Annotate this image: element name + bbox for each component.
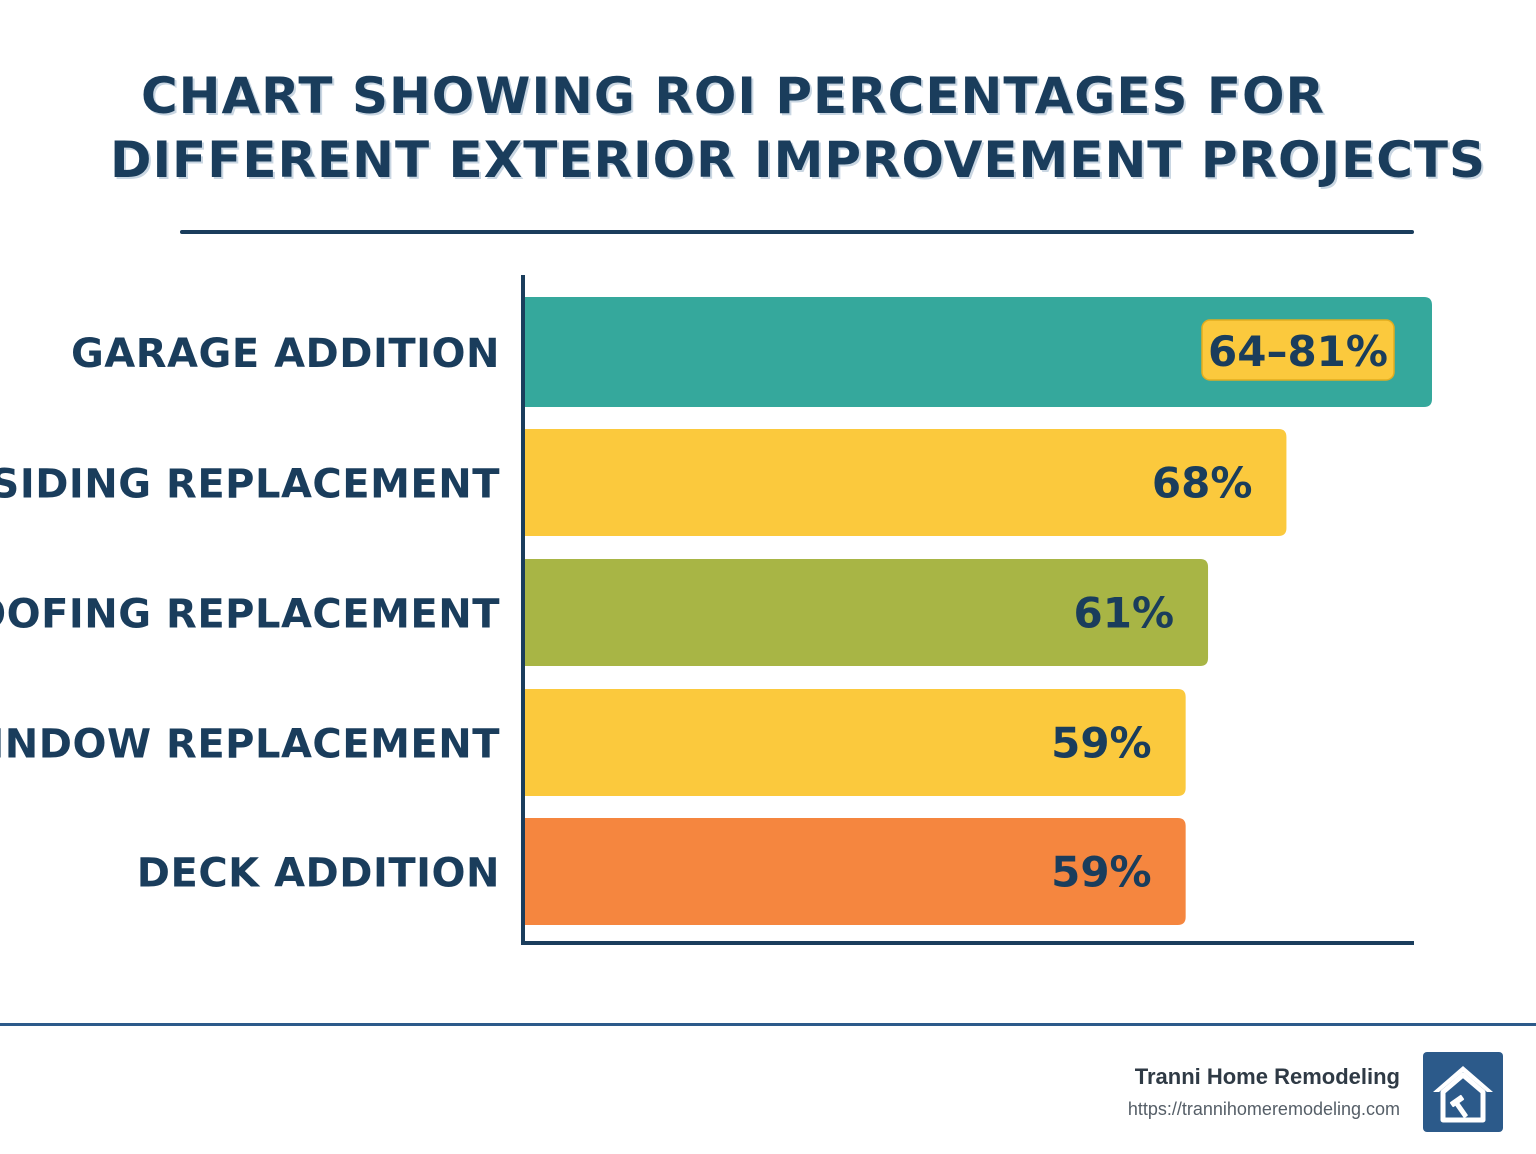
chart-title: CHART SHOWING ROI PERCENTAGES FOR DIFFER… (0, 64, 1536, 192)
bar-siding-replacement (525, 429, 1287, 536)
category-label-deck-addition: DECK ADDITION (137, 851, 500, 897)
category-label-roofing-replacement: ROOFING REPLACEMENT (0, 592, 500, 638)
category-label-siding-replacement: SIDING REPLACEMENT (0, 462, 500, 508)
value-label-deck-addition: 59% (1051, 848, 1152, 897)
chart-title-line-2: DIFFERENT EXTERIOR IMPROVEMENT PROJECTS (109, 131, 1487, 189)
brand-name: Tranni Home Remodeling (1134, 1064, 1400, 1089)
value-label-window-replacement: 59% (1051, 719, 1152, 768)
bar-window-replacement (525, 689, 1186, 796)
bar-roofing-replacement (525, 559, 1209, 666)
value-label-siding-replacement: 68% (1152, 459, 1253, 508)
footer-divider (0, 1023, 1536, 1026)
roi-bar-chart: GARAGE ADDITION 64–81% SIDING REPLACEMENT 6… (0, 275, 1432, 945)
category-label-window-replacement: WINDOW REPLACEMENT (0, 722, 500, 768)
brand-url[interactable]: https://trannihomeremodeling.com (1127, 1099, 1400, 1119)
bars-layer: GARAGE ADDITION 64–81% SIDING REPLACEMENT 6… (0, 297, 1432, 925)
house-hammer-icon (1423, 1052, 1503, 1132)
value-badge-garage-addition (1201, 319, 1395, 381)
category-label-garage-addition: GARAGE ADDITION (71, 331, 500, 377)
value-label-roofing-replacement: 61% (1074, 589, 1175, 638)
bar-deck-addition (525, 818, 1186, 925)
chart-title-line-1: CHART SHOWING ROI PERCENTAGES FOR (140, 67, 1326, 125)
value-label-garage-addition: 64–81% (1208, 327, 1388, 376)
title-divider (180, 230, 1414, 234)
